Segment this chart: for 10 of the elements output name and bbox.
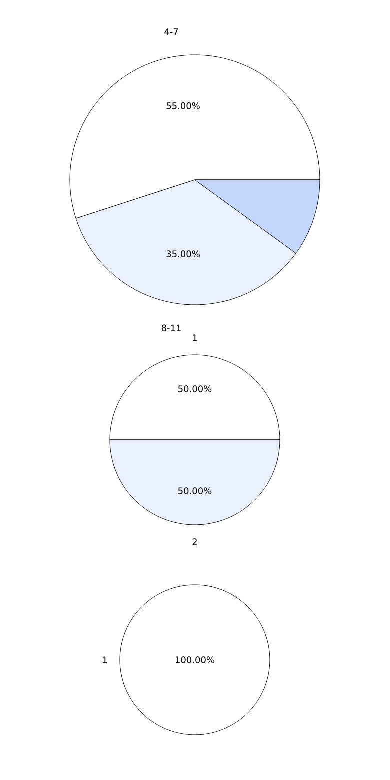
data-label: 55.00% <box>166 102 200 110</box>
slice-label: 1 <box>193 334 198 342</box>
data-label: 35.00% <box>166 250 200 258</box>
slice-label: 4-7 <box>164 28 178 36</box>
data-label: 50.00% <box>178 386 212 392</box>
slice-label: 8-11 <box>162 324 181 332</box>
slice-label: 1 <box>103 656 108 664</box>
data-label: 50.00% <box>178 488 212 494</box>
slice-label: 2 <box>192 538 197 546</box>
data-label: 100.00% <box>176 656 215 664</box>
